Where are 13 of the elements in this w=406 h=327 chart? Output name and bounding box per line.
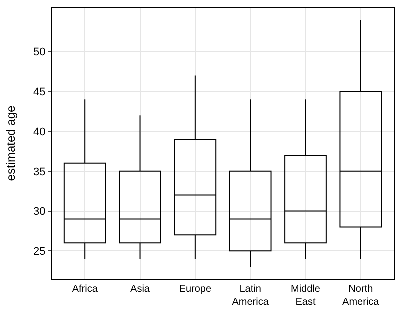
x-tick-label: Europe [179,284,212,295]
x-tick-label: Africa [72,284,98,295]
x-tick-label: Latin America [232,284,270,308]
y-axis-title: estimated age [4,105,18,182]
y-tick-label: 40 [34,126,46,138]
y-tick-label: 25 [34,246,46,258]
x-tick-label: North America [342,284,380,308]
y-tick-label: 50 [34,46,46,59]
y-tick-label: 30 [34,206,46,218]
x-tick-label: Middle East [291,284,321,308]
y-tick-label: 45 [34,86,46,99]
y-tick-label: 35 [34,166,46,178]
x-tick-label: Asia [130,284,150,295]
